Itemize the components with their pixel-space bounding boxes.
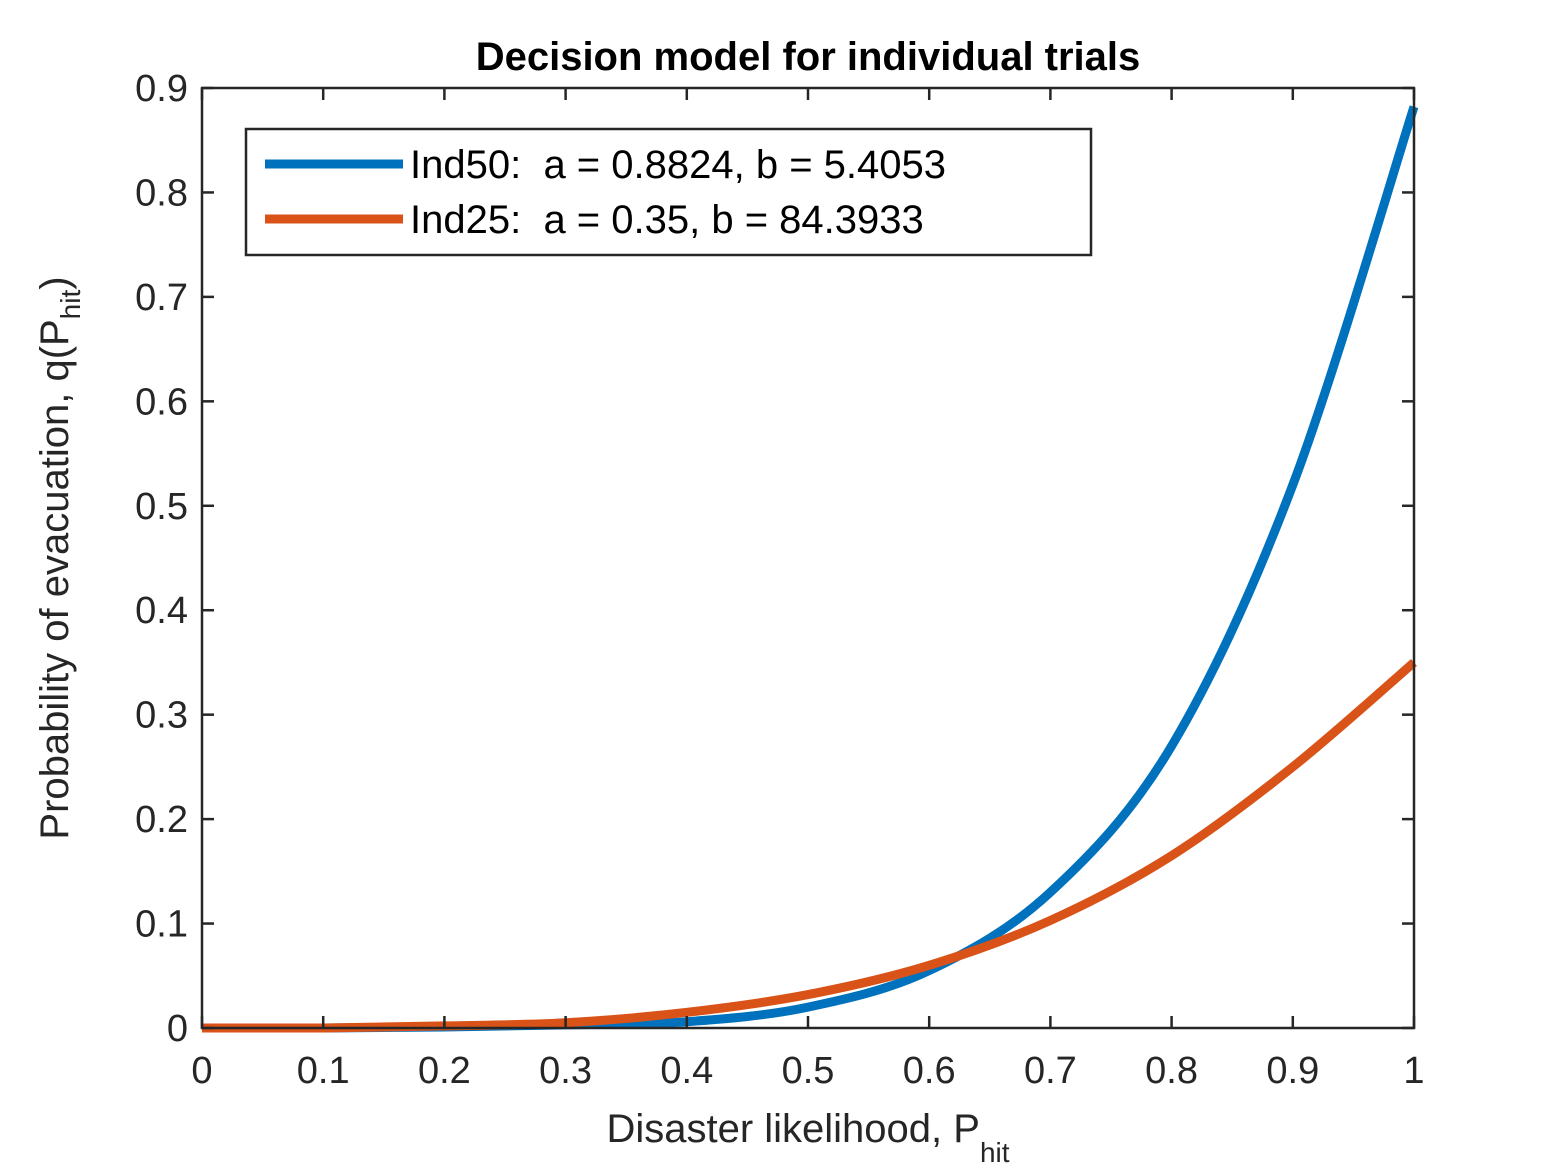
- y-axis-label: Probability of evacuation, q(Phit): [33, 276, 86, 839]
- x-axis-label: Disaster likelihood, Phit: [606, 1107, 1009, 1168]
- y-tick-label: 0.5: [135, 486, 188, 528]
- x-axis-label-main: Disaster likelihood, P: [606, 1107, 980, 1151]
- x-tick-label: 0.4: [660, 1050, 713, 1092]
- x-tick-label: 0.6: [903, 1050, 956, 1092]
- y-tick-label: 0.3: [135, 695, 188, 737]
- y-axis-label-tail: ): [33, 276, 77, 289]
- y-tick-label: 0.6: [135, 381, 188, 423]
- x-tick-label: 0.8: [1145, 1050, 1198, 1092]
- y-tick-label: 0.2: [135, 799, 188, 841]
- x-tick-label: 0: [191, 1050, 212, 1092]
- x-tick-label: 0.9: [1266, 1050, 1319, 1092]
- y-axis-label-main: Probability of evacuation, q(P: [33, 319, 77, 839]
- y-tick-label: 0.9: [135, 68, 188, 110]
- x-tick-label: 1: [1403, 1050, 1424, 1092]
- ticks-layer: 0 0.1 0.2 0.3 0.4 0.5 0.6 0.7 0.8 0.9 1 0 0.1 0.2 0.3 0…: [135, 68, 1424, 1092]
- x-axis-label-sub: hit: [980, 1137, 1010, 1168]
- x-tick-label: 0.3: [539, 1050, 592, 1092]
- x-tick-label: 0.2: [418, 1050, 471, 1092]
- y-tick-label: 0.4: [135, 590, 188, 632]
- series-line-1: [201, 659, 1417, 1033]
- x-tick-label: 0.5: [782, 1050, 835, 1092]
- legend: Ind50: a = 0.8824, b = 5.4053 Ind25: a =…: [244, 127, 1093, 257]
- y-tick-label: 0.7: [135, 277, 188, 319]
- x-tick-label: 0.7: [1024, 1050, 1077, 1092]
- y-tick-label: 0.8: [135, 172, 188, 214]
- y-tick-label: 0.1: [135, 904, 188, 946]
- y-tick-label: 0: [167, 1008, 188, 1050]
- legend-label-ind25: Ind25: a = 0.35, b = 84.3933: [410, 198, 924, 242]
- legend-box: [244, 127, 1093, 257]
- legend-label-ind50: Ind50: a = 0.8824, b = 5.4053: [410, 143, 946, 187]
- x-tick-label: 0.1: [297, 1050, 350, 1092]
- y-axis-label-sub: hit: [55, 290, 86, 320]
- chart-title: Decision model for individual trials: [476, 35, 1141, 79]
